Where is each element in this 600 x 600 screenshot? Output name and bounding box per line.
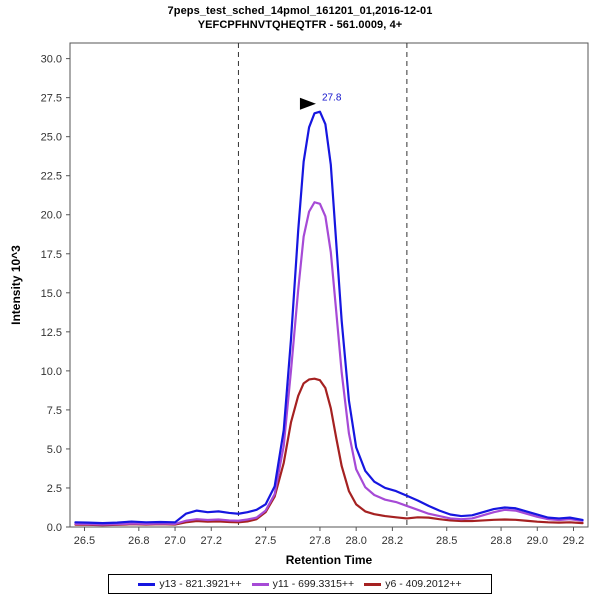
legend-label-y11: y11 - 699.3315++ — [272, 578, 355, 590]
y-tick-label: 5.0 — [47, 444, 62, 456]
series-line-1[interactable] — [74, 201, 584, 526]
chart-title-line-2: YEFCPFHNVTQHEQTFR - 561.0009, 4+ — [197, 19, 403, 31]
y-tick-label: 7.5 — [47, 405, 62, 417]
chart-title-block: 7peps_test_sched_14pmol_161201_01,2016-1… — [0, 4, 600, 32]
y-tick-label: 17.5 — [41, 249, 62, 261]
y-tick-label: 15.0 — [41, 288, 62, 300]
legend-label-y6: y6 - 409.2012++ — [385, 578, 462, 590]
x-tick-label: 26.8 — [128, 535, 149, 547]
legend-item-y6[interactable]: y6 - 409.2012++ — [364, 578, 462, 590]
x-tick-label: 28.0 — [345, 535, 366, 547]
legend-swatch-y6 — [364, 582, 382, 586]
x-tick-label: 28.5 — [436, 535, 457, 547]
legend-swatch-y11 — [251, 582, 269, 586]
chart-title-line-1: 7peps_test_sched_14pmol_161201_01,2016-1… — [167, 5, 433, 17]
peak-apex-label: 27.8 — [322, 93, 342, 104]
y-tick-label: 20.0 — [41, 210, 62, 222]
y-tick-label: 27.5 — [41, 93, 62, 105]
legend-swatch-y13 — [138, 582, 156, 586]
legend-label-y13: y13 - 821.3921++ — [159, 578, 242, 590]
x-axis-label: Retention Time — [286, 553, 373, 567]
x-tick-label: 28.8 — [490, 535, 511, 547]
legend-item-y11[interactable]: y11 - 699.3315++ — [251, 578, 355, 590]
y-tick-label: 25.0 — [41, 132, 62, 144]
chart-legend: y13 - 821.3921++ y11 - 699.3315++ y6 - 4… — [108, 574, 492, 594]
x-tick-label: 29.0 — [527, 535, 548, 547]
y-tick-label: 10.0 — [41, 366, 62, 378]
x-tick-label: 27.5 — [255, 535, 276, 547]
x-tick-label: 27.0 — [164, 535, 185, 547]
legend-item-y13[interactable]: y13 - 821.3921++ — [138, 578, 242, 590]
plot-frame — [69, 42, 589, 528]
y-axis-label: Intensity 10^3 — [9, 245, 23, 325]
x-tick-label: 29.2 — [563, 535, 584, 547]
x-tick-label: 27.2 — [201, 535, 222, 547]
series-line-0[interactable] — [74, 110, 584, 525]
x-tick-label: 27.8 — [309, 535, 330, 547]
x-tick-label: 26.5 — [74, 535, 95, 547]
series-line-2[interactable] — [74, 377, 584, 527]
y-tick-label: 2.5 — [47, 483, 62, 495]
y-tick-label: 0.0 — [47, 522, 62, 534]
y-tick-label: 12.5 — [41, 327, 62, 339]
peak-arrow-icon — [299, 97, 316, 110]
x-tick-label: 28.2 — [382, 535, 403, 547]
y-tick-label: 22.5 — [41, 171, 62, 183]
y-tick-label: 30.0 — [41, 54, 62, 66]
